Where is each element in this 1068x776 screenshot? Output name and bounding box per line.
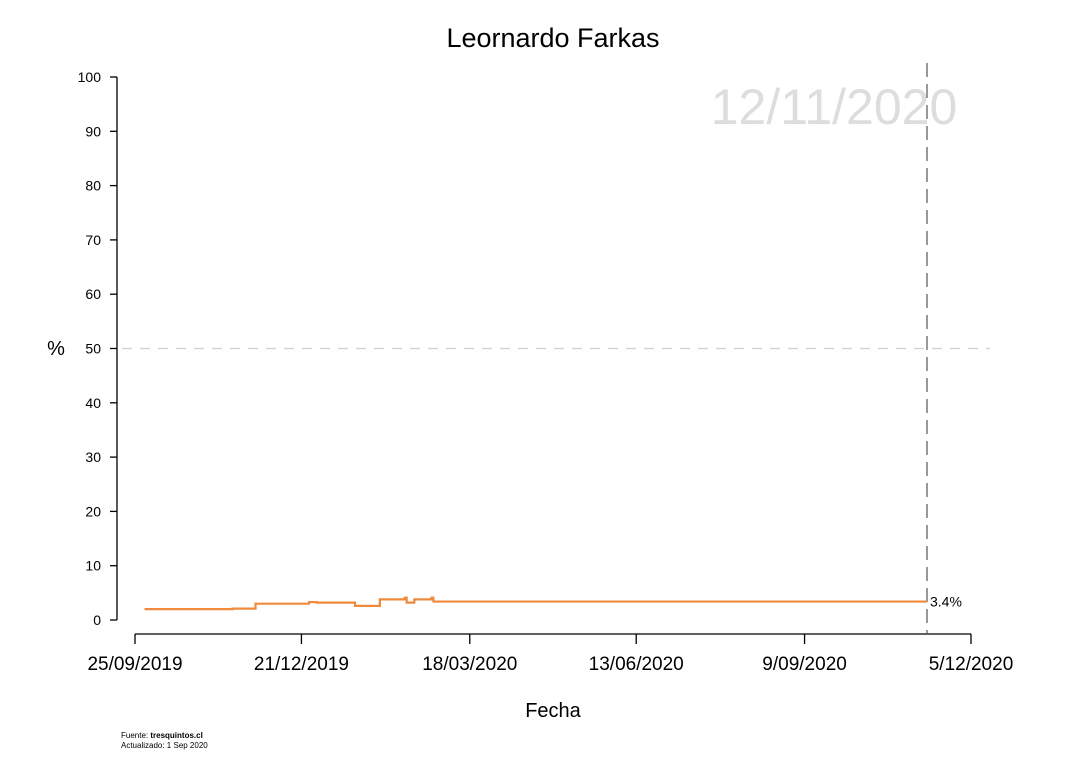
y-tick-label: 50 xyxy=(85,341,101,357)
end-value-label: 3.4% xyxy=(930,594,962,610)
y-tick-label: 60 xyxy=(85,286,101,302)
x-axis-label: Fecha xyxy=(525,700,581,722)
y-tick-label: 10 xyxy=(85,558,101,574)
x-tick-label: 5/12/2020 xyxy=(929,654,1014,675)
series-line xyxy=(144,596,927,611)
watermark-date: 12/11/2020 xyxy=(711,79,958,135)
chart-title: Leornardo Farkas xyxy=(446,23,659,53)
source-name: tresquintos.cl xyxy=(150,731,203,740)
y-tick-label: 0 xyxy=(93,612,101,628)
y-tick-label: 20 xyxy=(85,503,101,519)
footer-source: Fuente: tresquintos.cl xyxy=(121,731,203,740)
y-tick-label: 70 xyxy=(85,232,101,248)
footer: Fuente: tresquintos.cl Actualizado: 1 Se… xyxy=(121,731,208,751)
x-tick-label: 21/12/2019 xyxy=(254,654,349,675)
footer-updated: Actualizado: 1 Sep 2020 xyxy=(121,741,208,750)
x-tick-label: 9/09/2020 xyxy=(762,654,847,675)
y-axis-label: % xyxy=(47,338,65,360)
x-tick-label: 18/03/2020 xyxy=(422,654,517,675)
x-tick-label: 25/09/2019 xyxy=(87,654,182,675)
x-tick-label: 13/06/2020 xyxy=(589,654,684,675)
y-tick-label: 100 xyxy=(78,69,102,85)
y-tick-label: 30 xyxy=(85,449,101,465)
y-tick-label: 80 xyxy=(85,178,101,194)
y-tick-label: 40 xyxy=(85,395,101,411)
y-tick-label: 90 xyxy=(85,123,101,139)
